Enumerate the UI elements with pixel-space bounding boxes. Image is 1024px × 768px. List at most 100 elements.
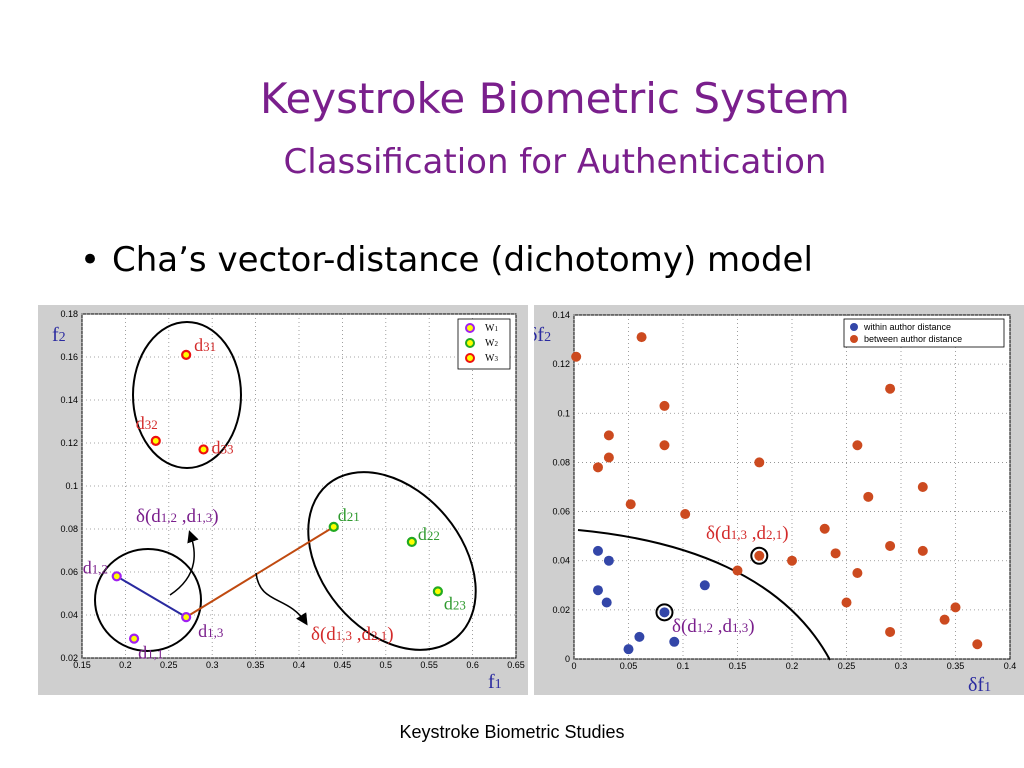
y-tick-label: 0.06 [60,567,78,577]
legend-box [843,318,1005,348]
legend-label: between author distance [864,334,962,344]
between-distance-point [885,383,896,394]
legend-marker [850,323,858,331]
between-distance-point [732,565,743,576]
within-distance-point [634,631,645,642]
x-tick-label: 0.5 [380,660,393,670]
data-point [111,571,122,582]
y-tick-label: 0.02 [552,605,570,615]
between-distance-point [885,626,896,637]
between-distance-point [841,597,852,608]
slide-footer: Keystroke Biometric Studies [399,722,625,742]
between-distance-point [636,332,647,343]
x-tick-label: 0.4 [293,660,306,670]
point-label: d23 [444,593,466,613]
point-label: d21 [338,505,360,525]
between-distance-point [852,568,863,578]
within-distance-link [116,575,187,619]
distance-space-chart: 0 0.05 0.1 0.15 0.2 0.25 0.3 0.35 0.4 0 0.02 0.04 0.… [534,305,1024,695]
x-tick-label: 0.05 [620,661,638,671]
x-tick-label: 0.15 [729,661,747,671]
x-tick-label: 0.4 [1004,661,1017,671]
legend-marker [465,353,475,363]
within-distance-point [623,644,634,655]
legend-label: within author distance [863,322,951,332]
within-distance-point [592,585,603,596]
between-distance-annotation: δ(d1,3 ,d2,1) [706,523,789,544]
point-label: d1,2 [83,557,108,577]
y-tick-label: 0.12 [60,438,78,448]
point-label: d31 [194,335,216,355]
data-point [328,521,339,532]
within-distance-point [669,636,680,647]
between-distance-point [885,540,896,551]
x-tick-label: 0.15 [73,660,91,670]
between-distance-point [659,440,670,451]
y-tick-label: 0.08 [60,524,78,534]
x-tick-label: 0.65 [507,660,525,670]
y-tick-label: 0.08 [552,457,570,467]
point-label: d1,1 [138,643,163,663]
between-distance-point [917,545,928,556]
between-distance-point [625,499,636,510]
between-distance-point [863,491,874,502]
within-distance-annotation: δ(d1,2 ,d1,3) [672,616,755,637]
x-tick-label: 0.25 [838,661,856,671]
y-tick-label: 0.18 [60,309,78,319]
data-point [406,536,417,547]
between-distance-point [680,509,691,520]
x-tick-label: 0.55 [420,660,438,670]
data-point [128,633,140,644]
data-point [432,586,443,597]
between-distance-annotation: δ(d1,3 ,d2,1) [311,624,394,645]
arrow-to-between-label [255,572,308,626]
legend-marker [465,323,475,333]
slide-subtitle: Classification for Authentication [283,142,827,182]
between-distance-point [754,457,765,468]
point-label: d33 [212,437,234,457]
between-distance-point [917,482,928,492]
data-point [181,349,192,360]
feature-space-chart: 0.15 0.2 0.25 0.3 0.35 0.4 0.45 0.5 0.55 0.6 0.65 0… [38,305,528,695]
highlight-between-point [750,546,769,565]
cluster-ellipse-w3 [132,321,242,469]
data-point [198,444,209,455]
between-distance-point [603,452,614,463]
within-distance-annotation: δ(d1,2 ,d1,3) [136,506,219,527]
y-axis-label: δf2 [534,324,551,346]
cluster-ellipse-w2 [307,471,477,651]
between-distance-point [754,550,765,561]
between-distance-point [830,548,841,559]
between-distance-point [852,440,863,451]
x-tick-label: 0.2 [119,660,132,670]
x-tick-label: 0.3 [895,661,908,671]
within-distance-point [601,597,612,608]
x-tick-label: 0.35 [247,660,265,670]
between-distance-point [819,523,830,534]
slide-title: Keystroke Biometric System [260,74,850,123]
x-tick-label: 0 [571,661,576,671]
x-axis-label: f1 [488,671,502,693]
y-tick-label: 0.1 [65,481,78,491]
between-distance-point [972,639,983,650]
between-distance-point [571,351,582,362]
y-tick-label: 0.06 [552,507,570,517]
y-tick-label: 0 [565,654,570,664]
legend-marker [465,338,475,348]
x-tick-label: 0.2 [786,661,799,671]
y-tick-label: 0.16 [60,352,78,362]
between-distance-point [787,555,797,566]
between-distance-point [603,430,614,441]
within-distance-point [659,607,670,618]
point-label: d1,3 [198,621,223,641]
within-distance-point [699,580,710,591]
legend-label: W2 [485,338,498,349]
x-tick-label: 0.35 [947,661,965,671]
decision-boundary [577,529,831,661]
x-tick-label: 0.3 [206,660,219,670]
legend-marker [850,335,858,343]
legend-label: W3 [485,353,498,364]
x-tick-label: 0.6 [466,660,479,670]
legend-label: W1 [485,323,498,334]
x-tick-label: 0.25 [160,660,178,670]
